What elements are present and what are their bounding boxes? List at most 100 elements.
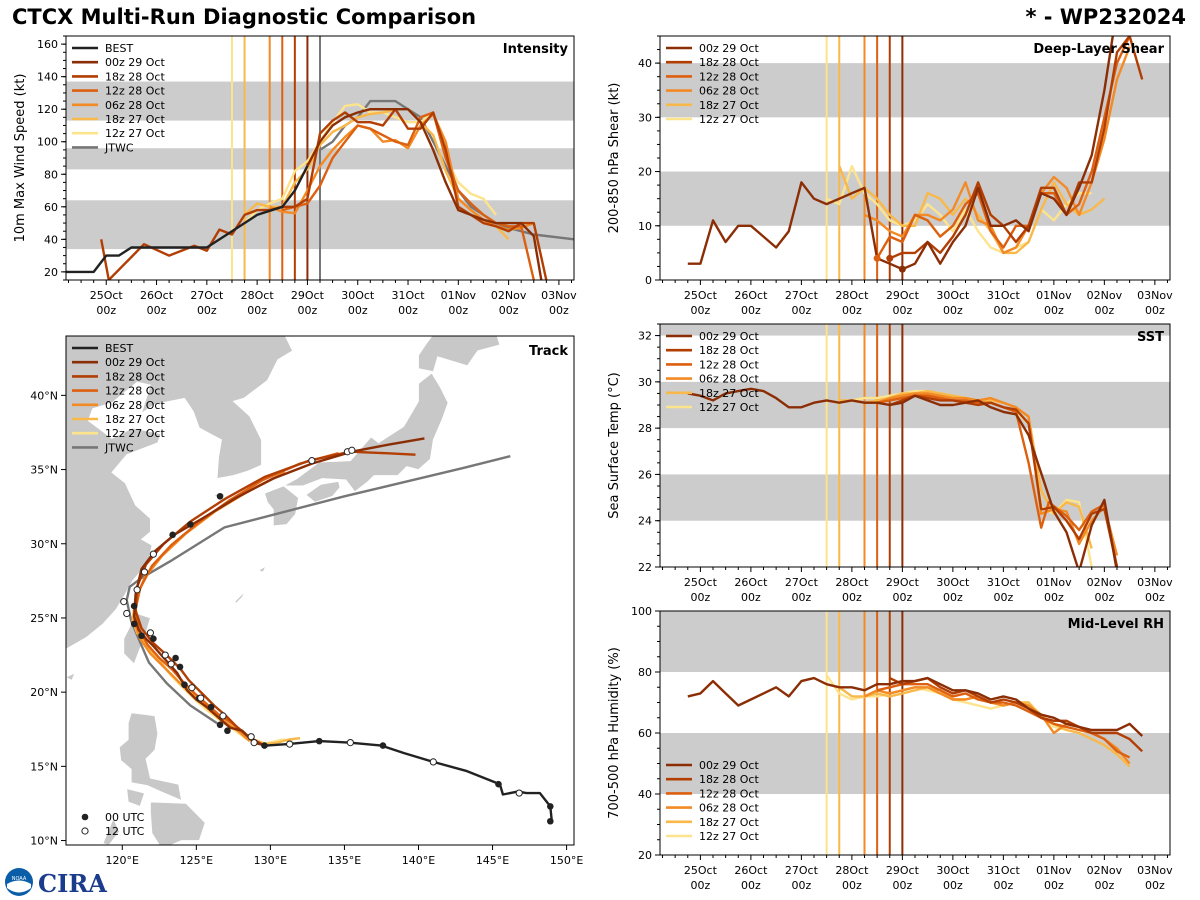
sst-xtick-label: 00z: [1094, 591, 1114, 604]
intensity-ytick-label: 140: [37, 71, 58, 84]
track-ytick-label: 10°N: [30, 835, 58, 848]
track-marker-12utc: [123, 609, 131, 618]
land-ryukyu-okinawa: [234, 590, 246, 604]
intensity-ytick-label: 60: [44, 201, 58, 214]
intensity-series-line: [66, 165, 309, 274]
intensity-legend-label: 18z 27 Oct: [105, 113, 165, 126]
shear-xtick-label: 00z: [1145, 304, 1165, 317]
sst-xtick-label: 02Nov: [1087, 576, 1123, 589]
track-ytick-label: 30°N: [30, 538, 58, 551]
shear-legend-label: 18z 28 Oct: [699, 56, 759, 69]
track-marker-00utc: [172, 654, 179, 662]
track-line: [132, 437, 425, 747]
intensity-xtick-label: 00z: [147, 304, 167, 317]
rh-xtick-label: 00z: [1094, 879, 1114, 892]
sst-xtick-label: 25Oct: [684, 576, 718, 589]
sst-xtick-label: 01Nov: [1036, 576, 1072, 589]
intensity-xtick-label: 00z: [298, 304, 318, 317]
shear-xtick-label: 26Oct: [734, 289, 768, 302]
sst-xtick-label: 27Oct: [785, 576, 819, 589]
track-line: [265, 739, 553, 822]
shear-panel-title: Deep-Layer Shear: [1033, 42, 1164, 57]
track-legend-label: JTWC: [104, 441, 134, 454]
sst-legend-label: 06z 28 Oct: [699, 373, 759, 386]
rh-xtick-label: 29Oct: [886, 864, 920, 877]
shear-xtick-label: 03Nov: [1137, 289, 1173, 302]
intensity-ytick-label: 40: [44, 233, 58, 246]
intensity-legend-label: 18z 28 Oct: [105, 70, 165, 83]
intensity-legend-label: 00z 29 Oct: [105, 56, 165, 69]
sst-legend-label: 12z 28 Oct: [699, 358, 759, 371]
land-luzon: [118, 712, 183, 802]
rh-xtick-label: 02Nov: [1087, 864, 1123, 877]
sst-xtick-label: 00z: [1044, 591, 1064, 604]
shear-xtick-label: 01Nov: [1036, 289, 1072, 302]
track-ytick-label: 40°N: [30, 389, 58, 402]
rh-xtick-label: 28Oct: [835, 864, 869, 877]
rh-xtick-label: 00z: [741, 879, 761, 892]
track-marker-00utc: [207, 703, 215, 711]
land-hokkaido: [418, 336, 501, 373]
sst-band: [660, 474, 1170, 521]
track-panel-title: Track: [529, 344, 568, 359]
rh-legend-label: 18z 28 Oct: [699, 773, 759, 786]
shear-init-dot: [873, 254, 881, 262]
intensity-xtick-label: 00z: [348, 304, 368, 317]
shear-ytick-label: 40: [638, 57, 652, 70]
rh-series-line: [687, 676, 1144, 737]
track-marker-12utc: [133, 586, 141, 594]
track-marker-12utc: [149, 550, 157, 558]
rh-ylabel: 700-500 hPa Humidity (%): [607, 647, 622, 819]
panel-shear: 0 10 20 30 40 25Oct 00z 26Oct 00z 27Oct 00z 28Oct 00…: [607, 35, 1173, 317]
track-marker-12utc: [120, 598, 128, 606]
intensity-xtick-label: 02Nov: [491, 289, 527, 302]
intensity-xtick-label: 30Oct: [341, 289, 375, 302]
sst-xtick-label: 00z: [842, 591, 862, 604]
track-xtick-label: 150°E: [550, 854, 583, 867]
shear-xtick-label: 00z: [892, 304, 912, 317]
track-xtick-label: 140°E: [402, 854, 435, 867]
intensity-xtick-label: 03Nov: [541, 289, 577, 302]
rh-legend-label: 12z 28 Oct: [699, 787, 759, 800]
sst-xtick-label: 00z: [741, 591, 761, 604]
track-marker-00utc: [187, 521, 194, 528]
sst-legend-label: 18z 28 Oct: [699, 344, 759, 357]
track-marker-12utc: [188, 684, 196, 692]
marker-legend-label: 00 UTC: [105, 811, 145, 824]
track-marker-00utc: [150, 635, 157, 643]
marker-legend-00utc-swatch: [81, 813, 89, 821]
rh-legend-label: 00z 29 Oct: [699, 759, 759, 772]
intensity-xtick-label: 00z: [247, 304, 267, 317]
intensity-ytick-label: 120: [37, 103, 58, 116]
rh-xtick-label: 01Nov: [1036, 864, 1072, 877]
track-marker-00utc: [181, 681, 188, 689]
intensity-xtick-label: 00z: [549, 304, 569, 317]
shear-legend-label: 18z 27 Oct: [699, 99, 759, 112]
land-mindoro: [126, 788, 146, 807]
track-marker-12utc: [346, 739, 354, 747]
sst-xtick-label: 00z: [691, 591, 711, 604]
track-marker-12utc: [515, 789, 523, 797]
shear-xtick-label: 25Oct: [684, 289, 718, 302]
shear-ytick-label: 20: [638, 166, 652, 179]
shear-xtick-label: 00z: [791, 304, 811, 317]
sst-legend-label: 18z 27 Oct: [699, 387, 759, 400]
rh-legend-label: 06z 28 Oct: [699, 802, 759, 815]
intensity-legend-label: 06z 28 Oct: [105, 99, 165, 112]
track-marker-00utc: [130, 620, 138, 628]
track-marker-12utc: [197, 694, 205, 702]
shear-ylabel: 200-850 hPa Shear (kt): [607, 83, 622, 234]
shear-ytick-label: 30: [638, 111, 652, 124]
intensity-plot-area: [66, 36, 574, 280]
intensity-xtick-label: 01Nov: [441, 289, 477, 302]
land-palawan: [102, 817, 120, 845]
sst-xtick-label: 00z: [1145, 591, 1165, 604]
track-legend-label: 12z 28 Oct: [105, 385, 165, 398]
sst-ytick-label: 30: [638, 376, 652, 389]
track-marker-12utc: [429, 758, 437, 766]
land-honshu: [282, 372, 449, 493]
intensity-legend-label: 12z 28 Oct: [105, 85, 165, 98]
panel-track: 120°E 125°E 130°E 135°E 140°E 145°E 150°E 10°N 1…: [30, 335, 583, 867]
noaa-text: NOAA: [12, 876, 27, 882]
